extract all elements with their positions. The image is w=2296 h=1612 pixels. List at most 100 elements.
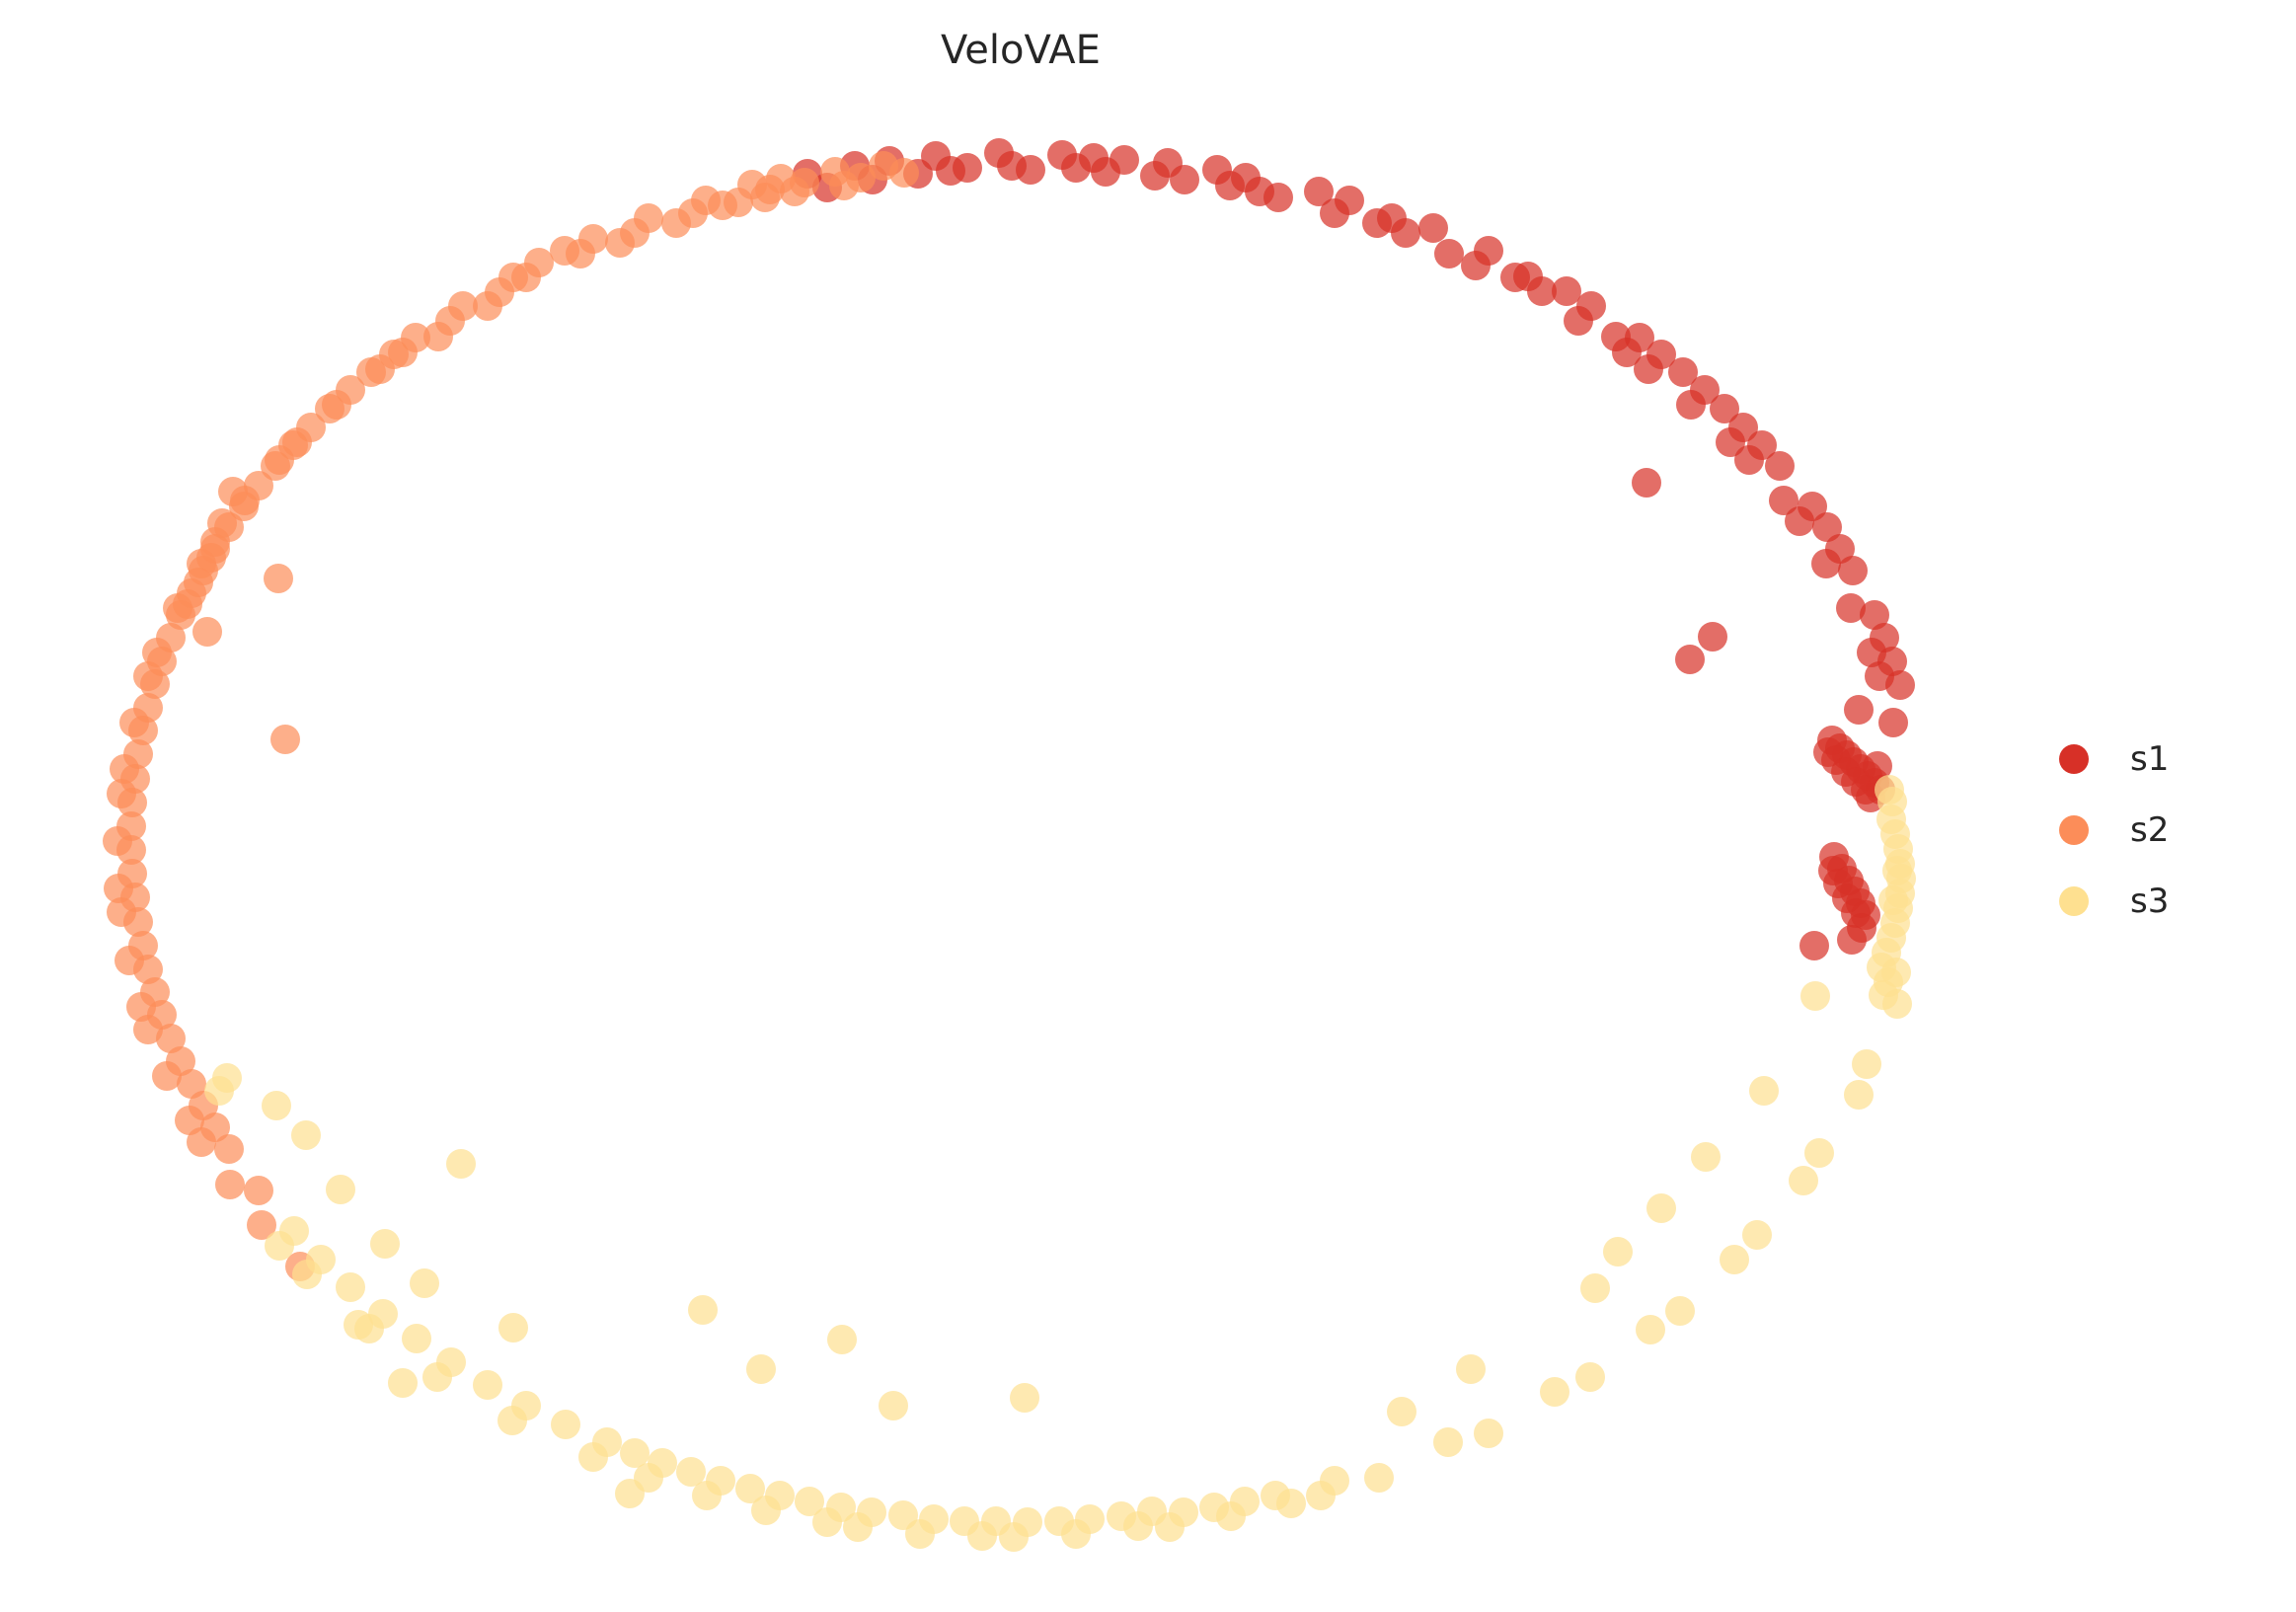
scatter-point-s1 bbox=[1170, 165, 1199, 194]
legend-label-s3: s3 bbox=[2130, 882, 2170, 921]
scatter-point-s2 bbox=[166, 600, 195, 630]
scatter-point-s2 bbox=[214, 1134, 244, 1164]
scatter-point-s3 bbox=[1456, 1354, 1486, 1384]
scatter-point-s3 bbox=[1013, 1507, 1042, 1537]
scatter-point-s3 bbox=[204, 1076, 234, 1106]
scatter-point-s3 bbox=[436, 1347, 466, 1377]
scatter-point-s1 bbox=[1863, 751, 1892, 781]
scatter-point-s2 bbox=[156, 623, 186, 652]
scatter-point-s3 bbox=[676, 1457, 706, 1487]
scatter-point-s3 bbox=[735, 1474, 765, 1503]
scatter-point-s3 bbox=[1789, 1166, 1818, 1195]
scatter-point-s3 bbox=[292, 1260, 322, 1289]
scatter-point-s1 bbox=[1418, 213, 1448, 243]
scatter-point-s2 bbox=[244, 1176, 273, 1205]
scatter-point-s1 bbox=[1675, 645, 1705, 674]
scatter-point-s3 bbox=[1075, 1504, 1105, 1534]
scatter-point-s3 bbox=[1720, 1245, 1749, 1274]
scatter-point-s3 bbox=[446, 1149, 476, 1179]
scatter-point-s2 bbox=[401, 323, 430, 352]
scatter-point-s1 bbox=[1836, 593, 1866, 623]
scatter-point-s1 bbox=[1860, 600, 1889, 630]
scatter-point-s1 bbox=[1877, 647, 1907, 676]
scatter-point-s3 bbox=[370, 1229, 400, 1259]
scatter-point-s1 bbox=[1785, 506, 1814, 536]
scatter-point-s1 bbox=[1812, 512, 1842, 542]
scatter-point-s3 bbox=[1276, 1489, 1306, 1518]
scatter-point-s2 bbox=[156, 1024, 186, 1053]
scatter-point-s2 bbox=[473, 291, 502, 321]
legend-label-s2: s2 bbox=[2130, 810, 2170, 850]
scatter-point-s2 bbox=[166, 1046, 195, 1076]
scatter-point-s3 bbox=[336, 1272, 365, 1302]
legend-swatch-s3-icon bbox=[2059, 886, 2089, 916]
scatter-point-s1 bbox=[1818, 856, 1848, 885]
scatter-point-s1 bbox=[1668, 357, 1698, 387]
scatter-point-s3 bbox=[1540, 1377, 1569, 1407]
scatter-point-s2 bbox=[123, 739, 153, 769]
scatter-point-s3 bbox=[511, 1391, 541, 1420]
scatter-point-s3 bbox=[1433, 1427, 1463, 1457]
scatter-point-s2 bbox=[215, 1170, 245, 1199]
scatter-point-s2 bbox=[117, 788, 147, 817]
scatter-point-s2 bbox=[448, 291, 478, 321]
scatter-point-s1 bbox=[1461, 251, 1491, 280]
scatter-point-s1 bbox=[1632, 468, 1661, 498]
scatter-point-s2 bbox=[661, 208, 691, 238]
scatter-point-s3 bbox=[368, 1299, 398, 1329]
scatter-point-s3 bbox=[262, 1091, 291, 1120]
scatter-point-s3 bbox=[402, 1324, 431, 1353]
scatter-point-s2 bbox=[634, 203, 663, 233]
scatter-point-s3 bbox=[326, 1175, 355, 1204]
scatter-point-s3 bbox=[1878, 885, 1908, 915]
scatter-point-s2 bbox=[605, 228, 635, 258]
scatter-point-s1 bbox=[1335, 186, 1364, 215]
scatter-point-s2 bbox=[140, 669, 170, 699]
scatter-point-s3 bbox=[1364, 1463, 1394, 1493]
scatter-point-s2 bbox=[116, 811, 146, 841]
scatter-point-s2 bbox=[207, 508, 237, 538]
scatter-point-s1 bbox=[1710, 394, 1739, 423]
legend-item-s2: s2 bbox=[2059, 813, 2169, 847]
scatter-point-s3 bbox=[1580, 1273, 1610, 1303]
scatter-point-s2 bbox=[117, 859, 147, 888]
scatter-point-s1 bbox=[1576, 291, 1606, 321]
scatter-point-s1 bbox=[1844, 695, 1874, 725]
scatter-point-s2 bbox=[264, 564, 293, 593]
scatter-point-s1 bbox=[1304, 177, 1334, 206]
scatter-point-s1 bbox=[1625, 323, 1654, 352]
scatter-point-s1 bbox=[1110, 145, 1139, 175]
scatter-point-s1 bbox=[1870, 623, 1899, 652]
scatter-point-s1 bbox=[1434, 239, 1464, 269]
scatter-point-s3 bbox=[795, 1487, 824, 1516]
legend-swatch-s2-icon bbox=[2059, 815, 2089, 845]
scatter-point-s2 bbox=[261, 451, 290, 481]
scatter-point-s2 bbox=[423, 322, 453, 351]
scatter-point-s3 bbox=[473, 1370, 502, 1400]
scatter-point-s1 bbox=[1765, 451, 1795, 481]
legend-item-s1: s1 bbox=[2059, 742, 2169, 776]
scatter-point-s2 bbox=[200, 1113, 230, 1142]
scatter-point-s2 bbox=[116, 835, 146, 865]
scatter-point-s3 bbox=[1575, 1362, 1605, 1392]
legend-label-s1: s1 bbox=[2130, 739, 2170, 779]
scatter-point-s2 bbox=[578, 224, 608, 254]
legend: s1 s2 s3 bbox=[2059, 742, 2169, 918]
scatter-point-s3 bbox=[688, 1295, 718, 1325]
scatter-point-s2 bbox=[278, 430, 308, 460]
scatter-point-s3 bbox=[1869, 980, 1898, 1010]
scatter-point-s3 bbox=[1800, 981, 1830, 1011]
scatter-point-s2 bbox=[524, 248, 554, 277]
scatter-point-s2 bbox=[120, 883, 150, 912]
legend-swatch-s1-icon bbox=[2059, 744, 2089, 774]
scatter-point-s3 bbox=[410, 1268, 439, 1298]
scatter-point-s3 bbox=[706, 1466, 735, 1496]
scatter-point-s2 bbox=[133, 693, 163, 723]
scatter-point-s3 bbox=[1230, 1487, 1260, 1516]
scatter-point-s1 bbox=[1391, 218, 1420, 248]
scatter-point-s2 bbox=[128, 931, 158, 960]
scatter-point-s2 bbox=[315, 394, 344, 423]
scatter-point-s3 bbox=[1646, 1193, 1676, 1223]
scatter-point-s3 bbox=[1742, 1220, 1772, 1250]
